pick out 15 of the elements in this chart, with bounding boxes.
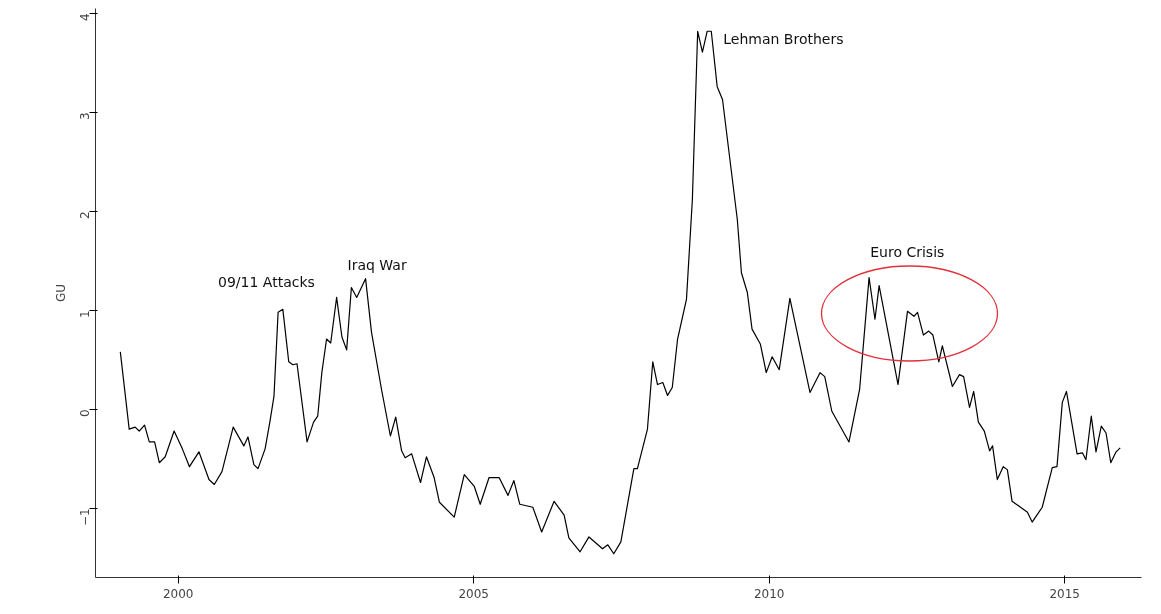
annotation: Iraq War [347,256,407,273]
annotation: 09/11 Attacks [218,274,315,291]
y-tick-label: 4 [78,13,92,22]
annotation: Lehman Brothers [723,31,844,48]
annotation: Euro Crisis [870,243,945,260]
y-axis-title: GU [53,283,68,303]
x-tick-label: 2015 [1049,586,1080,601]
y-tick-label: 1 [78,310,92,318]
y-tick-label: 2 [78,211,92,219]
x-tick-label: 2005 [458,586,489,601]
y-tick-label: 3 [78,112,92,121]
y-tick-label: 0 [78,409,92,417]
x-tick-label: 2010 [753,586,785,601]
y-tick-label: −1 [78,508,92,526]
x-tick-label: 2000 [162,586,194,601]
